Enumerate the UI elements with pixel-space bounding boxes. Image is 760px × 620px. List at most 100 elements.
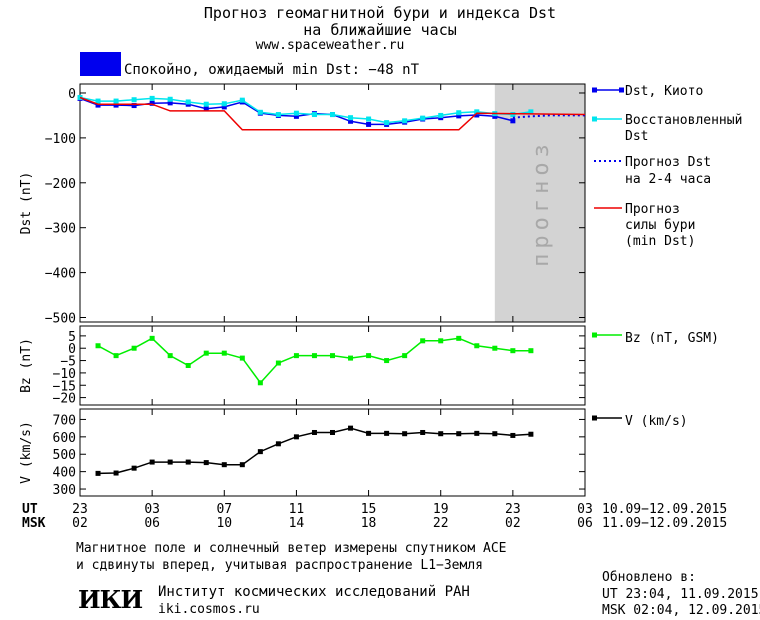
updated-msk: MSK 02:04, 12.09.2015 <box>602 603 760 618</box>
legend-label-restored: Восстановленный <box>625 113 742 128</box>
series-line <box>79 96 586 131</box>
data-point <box>510 348 516 354</box>
x-tick-label-ut: 23 <box>72 502 88 517</box>
legend-label-dst-kyoto: Dst, Киото <box>625 84 703 99</box>
data-point <box>95 470 101 476</box>
data-point <box>131 103 137 109</box>
msk-date-range: 11.09−12.09.2015 <box>602 516 727 531</box>
data-point <box>275 360 281 366</box>
data-point <box>384 430 390 436</box>
data-point <box>330 353 335 359</box>
y-tick-label-dst: −500 <box>45 312 76 327</box>
data-point <box>456 431 462 437</box>
y-tick-label-bz: 0 <box>68 342 76 357</box>
x-tick-label-ut: 03 <box>577 502 593 517</box>
data-point <box>348 118 354 124</box>
updated-label: Обновлено в: <box>602 570 696 585</box>
y-tick-label-v: 700 <box>53 413 76 428</box>
data-point <box>492 113 498 119</box>
legend-marker-v <box>592 415 597 421</box>
legend-label-bz: Bz (nT, GSM) <box>625 331 719 346</box>
data-point <box>221 350 227 356</box>
legend-marker-dst <box>619 87 624 93</box>
y-tick-label-bz: −15 <box>53 379 76 394</box>
institute-url[interactable]: iki.cosmos.ru <box>158 602 260 617</box>
data-point <box>384 358 390 364</box>
data-point <box>402 353 408 359</box>
x-tick-label-ut: 11 <box>289 502 305 517</box>
data-point <box>474 112 480 118</box>
y-tick-label-v: 400 <box>53 466 76 481</box>
x-tick-label-msk: 18 <box>361 516 377 531</box>
y-tick-label-dst: −300 <box>45 222 76 237</box>
data-point <box>167 96 173 102</box>
data-point <box>221 101 227 107</box>
legend-marker-restored <box>592 116 597 122</box>
status-text: Спокойно, ожидаемый min Dst: −48 nT <box>124 62 420 78</box>
legend-label-v: V (km/s) <box>625 414 688 429</box>
chart-title-line1: Прогноз геомагнитной бури и индекса Dst <box>203 4 557 22</box>
data-point <box>185 363 191 368</box>
data-point <box>348 355 354 361</box>
data-point <box>474 430 480 436</box>
series-line <box>512 114 585 119</box>
data-point <box>528 109 534 115</box>
data-point <box>185 459 191 465</box>
data-point <box>420 429 426 435</box>
data-point <box>95 102 101 108</box>
ut-label: UT <box>22 502 38 517</box>
data-point <box>293 110 299 116</box>
data-point <box>167 459 173 465</box>
data-point <box>348 425 354 431</box>
x-tick-label-ut: 07 <box>216 502 232 517</box>
updated-ut: UT 23:04, 11.09.2015 <box>602 587 759 602</box>
data-point <box>275 441 281 447</box>
data-point <box>402 431 408 437</box>
data-point <box>330 112 335 118</box>
legend-marker-dst <box>592 87 597 93</box>
data-point <box>438 338 444 344</box>
y-tick-label-dst: −100 <box>45 132 76 147</box>
data-point <box>474 343 480 349</box>
x-tick-label-msk: 22 <box>433 516 449 531</box>
data-point <box>293 353 299 359</box>
data-point <box>293 434 299 440</box>
y-tick-label-v: 500 <box>53 448 76 463</box>
data-point <box>203 106 209 112</box>
data-point <box>203 101 209 107</box>
y-axis-label-v: V (km/s) <box>19 421 34 484</box>
data-point <box>366 116 372 122</box>
data-point <box>149 95 155 101</box>
data-point <box>203 460 209 466</box>
source-url[interactable]: www.spaceweather.ru <box>255 38 405 53</box>
data-point <box>131 345 137 351</box>
data-point <box>275 112 281 118</box>
y-tick-label-dst: 0 <box>68 87 76 102</box>
y-tick-label-bz: 5 <box>68 330 76 345</box>
data-point <box>167 100 173 106</box>
data-point <box>456 110 462 116</box>
legend-label-forecast: Прогноз Dst <box>625 155 711 170</box>
data-point <box>528 431 534 437</box>
x-tick-label-msk: 06 <box>144 516 160 531</box>
data-point <box>528 348 534 354</box>
data-point <box>348 115 354 121</box>
data-point <box>239 462 245 468</box>
data-point <box>510 112 516 118</box>
data-point <box>95 343 101 349</box>
data-point <box>77 94 83 100</box>
data-point <box>113 102 119 108</box>
institute-name: Институт космических исследований РАН <box>158 584 470 600</box>
legend-label-storm-2: силы бури <box>625 218 695 233</box>
legend-marker-bz <box>592 332 597 338</box>
data-source-note-1: Магнитное поле и солнечный ветер измерен… <box>76 541 507 556</box>
data-point <box>257 380 263 386</box>
panel-frame-bz <box>79 325 586 406</box>
data-point <box>330 429 335 435</box>
data-point <box>185 99 191 105</box>
y-tick-label-bz: −20 <box>53 392 76 407</box>
x-tick-label-ut: 03 <box>144 502 160 517</box>
data-point <box>95 98 101 104</box>
data-point <box>311 353 317 359</box>
